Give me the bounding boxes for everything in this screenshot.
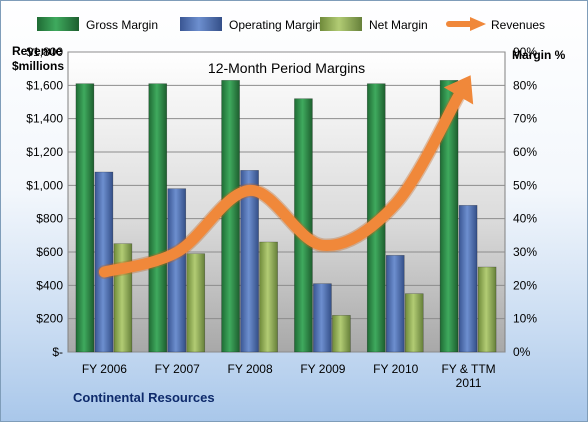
y-right-tick-label: 40%: [513, 212, 537, 226]
bar-operating-margin: [458, 205, 478, 353]
chart-title: 12-Month Period Margins: [208, 60, 365, 76]
x-category-label: FY 2010: [373, 362, 418, 376]
legend-gross-margin: Gross Margin: [86, 18, 158, 32]
bar-gross-margin: [221, 80, 240, 353]
bar-series: [75, 80, 497, 353]
company-name: Continental Resources: [73, 390, 215, 405]
y-right-tick-label: 80%: [513, 78, 537, 92]
y-right-label: Margin %: [512, 48, 566, 62]
y-left-tick-label: $800: [36, 212, 63, 226]
y-right-tick-label: 20%: [513, 278, 537, 292]
y-right-tick-label: 0%: [513, 345, 531, 359]
y-right-ticks: 0% 10% 20% 30% 40% 50% 60% 70% 80% 90%: [513, 45, 537, 359]
gridlines: [68, 51, 505, 353]
bar-net-margin: [477, 266, 497, 353]
y-left-tick-label: $600: [36, 245, 63, 259]
x-category-label: FY 2006: [82, 362, 127, 376]
legend-operating-margin: Operating Margin: [229, 18, 322, 32]
legend-swatch-gross-margin: [37, 17, 79, 31]
legend-net-margin: Net Margin: [369, 18, 428, 32]
bar-net-margin: [186, 253, 206, 353]
y-left-tick-label: $1,800: [26, 45, 63, 59]
bar-net-margin: [259, 241, 278, 353]
y-left-tick-label: $200: [36, 312, 63, 326]
y-left-tick-label: $1,200: [26, 145, 63, 159]
y-left-label-line1: Revenue: [12, 44, 62, 58]
legend-swatch-operating-margin: [180, 17, 222, 31]
bar-operating-margin: [385, 255, 405, 353]
bar-operating-margin: [167, 188, 187, 353]
x-category-label: FY 2009: [300, 362, 345, 376]
y-left-tick-label: $1,400: [26, 112, 63, 126]
y-left-tick-label: $1,600: [26, 78, 63, 92]
bar-gross-margin: [148, 83, 168, 353]
plot-area: [67, 51, 506, 353]
bar-operating-margin: [313, 283, 332, 353]
y-left-label-line2: $millions: [12, 59, 64, 73]
legend-swatch-net-margin: [320, 17, 362, 31]
y-left-tick-label: $-: [52, 345, 63, 359]
legend-revenues: Revenues: [491, 18, 545, 32]
x-category-labels: FY 2006 FY 2007 FY 2008 FY 2009 FY 2010 FY & …: [82, 362, 496, 390]
y-left-tick-label: $400: [36, 278, 63, 292]
x-category-label: FY 2008: [228, 362, 273, 376]
bar-net-margin: [404, 293, 424, 353]
y-right-tick-label: 70%: [513, 112, 537, 126]
legend: Gross Margin Operating Margin Net Margin…: [37, 17, 545, 32]
bar-net-margin: [113, 243, 133, 353]
bar-net-margin: [332, 315, 351, 353]
y-left-tick-label: $1,000: [26, 178, 63, 192]
revenue-line: [97, 75, 474, 279]
bar-gross-margin: [439, 80, 459, 353]
y-right-tick-label: 10%: [513, 312, 537, 326]
bar-operating-margin: [240, 170, 259, 353]
legend-revenues-arrow: [446, 17, 486, 31]
y-right-tick-label: 90%: [513, 45, 537, 59]
x-category-label: FY & TTM: [441, 362, 495, 376]
bar-gross-margin: [75, 83, 95, 353]
x-category-label: 2011: [456, 376, 482, 390]
y-right-tick-label: 30%: [513, 245, 537, 259]
x-category-label: FY 2007: [155, 362, 200, 376]
y-right-tick-label: 60%: [513, 145, 537, 159]
bar-operating-margin: [94, 171, 114, 353]
revenue-arrow-head: [443, 75, 474, 105]
revenue-line-path: [98, 90, 465, 278]
y-left-ticks: $- $200 $400 $600 $800 $1,000 $1,200 $1,400 $1,6…: [26, 45, 63, 359]
y-right-tick-label: 50%: [513, 178, 537, 192]
